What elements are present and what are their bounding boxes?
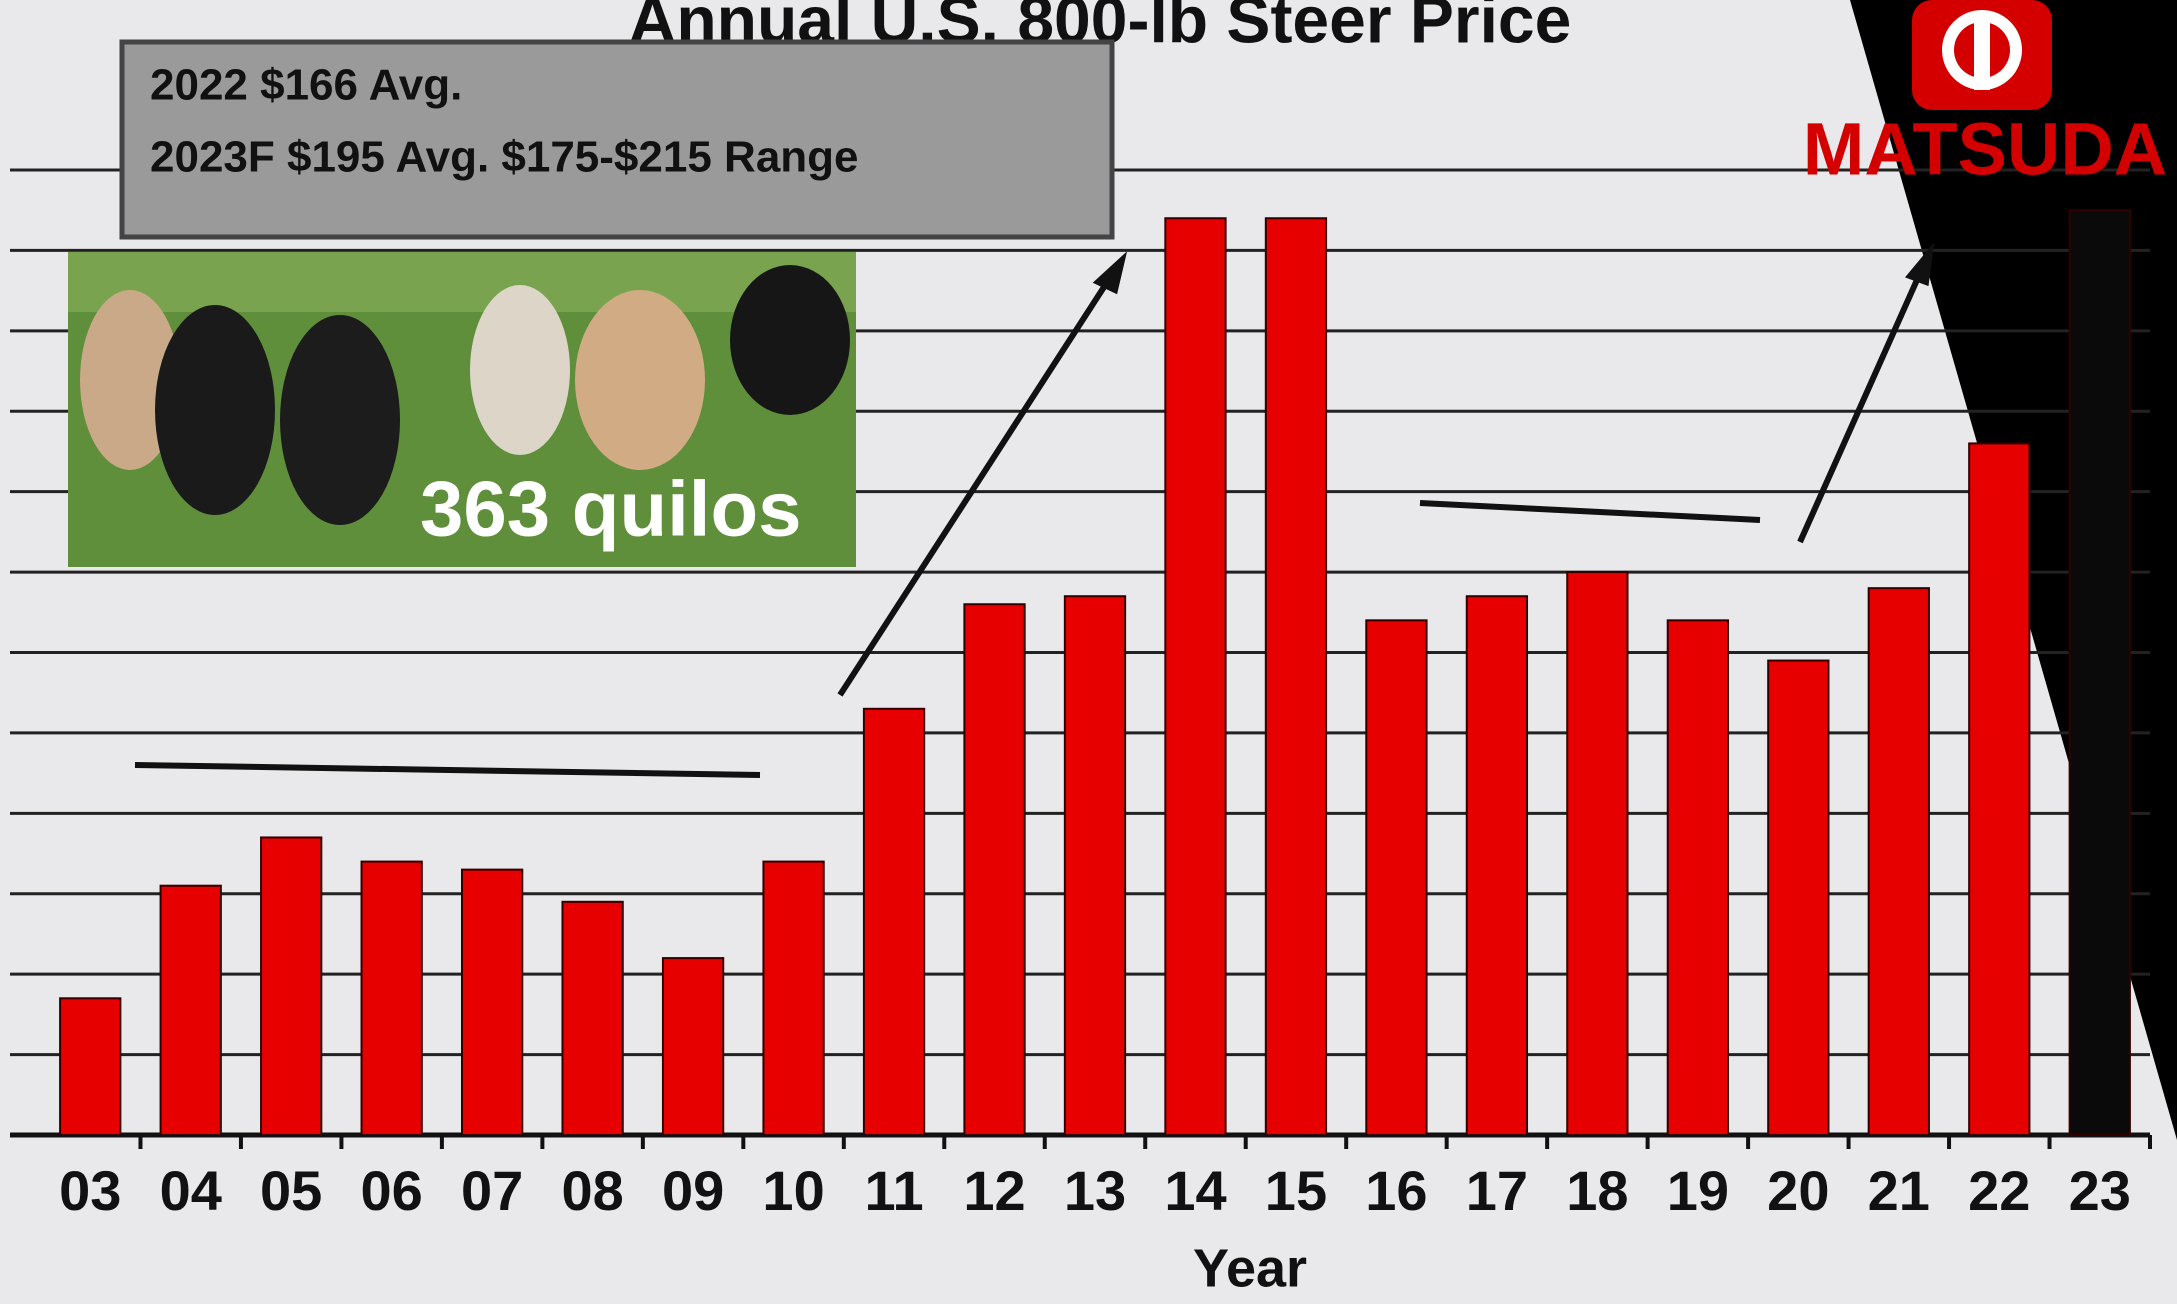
x-tick-label: 17 bbox=[1466, 1159, 1528, 1222]
bar bbox=[1968, 442, 2031, 1136]
x-tick-label: 23 bbox=[2069, 1159, 2131, 1222]
bar bbox=[159, 884, 222, 1136]
bar bbox=[59, 997, 122, 1137]
x-tick-label: 12 bbox=[963, 1159, 1025, 1222]
x-tick-label: 16 bbox=[1365, 1159, 1427, 1222]
x-tick-label: 22 bbox=[1968, 1159, 2030, 1222]
bar bbox=[661, 957, 725, 1136]
x-tick-label: 09 bbox=[662, 1159, 724, 1222]
x-tick-label: 14 bbox=[1164, 1159, 1226, 1222]
x-axis-label: Year bbox=[1193, 1238, 1307, 1298]
x-tick-label: 19 bbox=[1667, 1159, 1729, 1222]
x-tick-label: 20 bbox=[1767, 1159, 1829, 1222]
bar bbox=[862, 707, 926, 1137]
x-tick-label: 15 bbox=[1265, 1159, 1327, 1222]
photo-caption: 363 quilos bbox=[420, 465, 801, 553]
bar bbox=[1566, 571, 1629, 1136]
bar bbox=[1666, 619, 1729, 1136]
logo-text: MATSUDA bbox=[1803, 108, 2167, 191]
bar bbox=[561, 900, 624, 1137]
bar bbox=[1867, 587, 1930, 1136]
bar bbox=[963, 603, 1026, 1136]
x-tick-label: 06 bbox=[361, 1159, 423, 1222]
bar bbox=[762, 860, 825, 1136]
bar bbox=[1264, 217, 1328, 1136]
bar bbox=[1164, 217, 1227, 1136]
bar bbox=[1365, 619, 1428, 1136]
x-tick-label: 18 bbox=[1566, 1159, 1628, 1222]
x-tick-label: 05 bbox=[260, 1159, 322, 1222]
bar bbox=[1767, 659, 1830, 1137]
x-tick-label: 08 bbox=[561, 1159, 623, 1222]
annotation: 2023F $195 Avg. $175-$215 Range bbox=[150, 133, 859, 182]
x-tick-label: 13 bbox=[1064, 1159, 1126, 1222]
x-tick-label: 07 bbox=[461, 1159, 523, 1222]
trend-lines bbox=[134, 242, 1935, 778]
bar bbox=[260, 836, 323, 1136]
cattle-photo: 363 quilos bbox=[68, 252, 856, 567]
bar bbox=[1063, 595, 1127, 1136]
x-tick-label: 11 bbox=[864, 1159, 923, 1222]
bar bbox=[461, 868, 524, 1136]
bar bbox=[2068, 209, 2131, 1137]
summary-box bbox=[119, 39, 1115, 240]
x-tick-label: 21 bbox=[1868, 1159, 1930, 1222]
x-tick-label: 04 bbox=[160, 1159, 222, 1222]
x-tick-label: 03 bbox=[59, 1159, 121, 1222]
annotation: 2022 $166 Avg. bbox=[150, 61, 462, 110]
bar bbox=[360, 860, 423, 1136]
x-tick-label: 10 bbox=[762, 1159, 824, 1222]
logo: MATSUDA bbox=[1803, 0, 2167, 191]
bar bbox=[1465, 595, 1529, 1136]
